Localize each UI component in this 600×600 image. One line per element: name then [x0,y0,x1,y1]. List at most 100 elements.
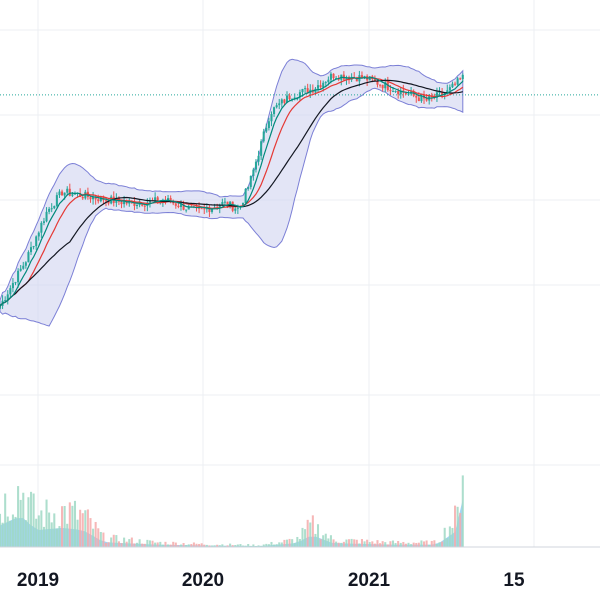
candle-body [319,85,322,88]
volume-bar [195,543,198,547]
candle-body [148,200,151,203]
volume-bar [104,542,108,547]
candle-body [415,95,418,98]
volume-bar [11,514,14,547]
candle-body [4,300,7,302]
candle-body [252,169,255,176]
candle-body [247,187,250,189]
volume-bar [9,520,12,547]
volume-bar [386,544,389,547]
candle-body [218,205,221,208]
volume-bar [24,520,27,547]
candle-body [459,78,462,80]
volume-bar [384,542,387,547]
moving-average-line [0,79,463,307]
volume-bar [148,540,151,547]
candle-body [242,202,245,207]
candle-body [17,270,20,283]
volume-bar [177,545,180,547]
volume-bar [265,543,268,547]
volume-bar [200,543,203,547]
volume-bar [443,527,446,547]
candle-body [185,209,188,211]
volume-bar [179,544,183,547]
candle-body [172,202,175,204]
volume-bar [446,538,449,547]
volume-bar [441,541,444,547]
candle-body [45,211,48,222]
volume-bar [81,513,84,547]
volume-bar [86,509,89,547]
candle-body [123,201,126,205]
volume-bar [169,544,172,547]
candle-body [66,188,69,193]
candle-body [79,193,82,197]
volume-bar [309,522,312,547]
candle-body [61,191,64,196]
volume-bar [133,543,136,547]
volume-bar [143,543,146,547]
volume-bar [210,545,214,547]
volume-bar [379,543,382,547]
candle-body [174,203,177,206]
volume-bar [45,499,48,547]
candle-body [306,88,309,94]
volume-bar [459,512,462,547]
candle-body [107,200,110,204]
volume-bar [454,505,457,547]
candle-body [435,92,438,98]
volume-bar [236,544,239,547]
volume-bar [19,499,22,547]
candle-body [260,141,263,156]
volume-bar [280,542,283,547]
candle-body [236,207,239,209]
candle-body [92,197,95,200]
volume-bar [433,540,436,547]
volume-bar [428,544,431,547]
volume-bar [404,543,407,547]
candle-body [120,201,123,205]
candle-body [270,114,273,122]
volume-bar [190,544,193,547]
volume-bar [252,544,255,547]
volume-bar [156,542,159,547]
candle-body [55,195,58,207]
volume-bar [14,516,17,547]
x-tick-label: 2020 [182,570,224,591]
candle-body [159,201,162,203]
candle-body [404,92,407,95]
candle-body [195,206,198,208]
volume-bar [17,486,20,547]
volume-bar [128,539,131,547]
volume-bar [92,528,95,547]
candle-body [394,91,397,93]
volume-bar [420,540,423,547]
moving-average-line [0,76,464,307]
volume-bar [394,543,397,547]
candle-body [200,208,203,210]
volume-bar [164,541,167,547]
candle-body [386,82,389,91]
candle-body [138,202,141,206]
volume-bar [415,542,418,547]
x-tick-label: 15 [503,570,525,591]
candle-body [244,188,247,203]
volume-bar [42,526,45,547]
candle-body [182,203,185,210]
volume-bar [0,513,2,547]
volume-bar [99,531,102,547]
volume-bar [285,539,289,547]
volume-bar [278,542,281,547]
candle-body [63,192,66,196]
volume-bar [22,492,25,547]
volume-pane [0,475,464,547]
volume-bar [221,544,224,547]
volume-bar [407,542,410,547]
volume-bar [63,505,66,547]
candle-body [40,222,43,233]
volume-bar [304,529,307,547]
candle-body [381,84,384,89]
volume-bar [273,544,276,547]
candle-body [136,205,139,207]
candle-body [143,205,146,207]
